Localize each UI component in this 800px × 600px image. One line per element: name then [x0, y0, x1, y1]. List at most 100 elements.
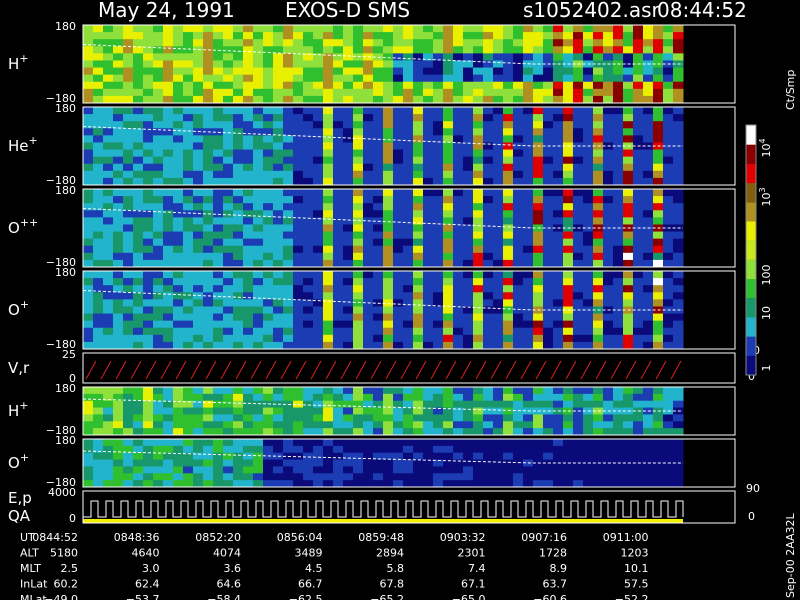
spectrogram-cell [453, 203, 464, 211]
spectrogram-cell [623, 299, 634, 307]
spectrogram-cell [483, 238, 494, 247]
spectrogram-cell [503, 46, 514, 54]
spectrogram-cell [623, 341, 634, 350]
spectrogram-cell [593, 428, 604, 436]
spectrogram-cell [123, 245, 134, 254]
spectrogram-cell [443, 407, 454, 415]
spectrogram-cell [243, 320, 254, 329]
spectrogram-cell [473, 142, 484, 151]
spectrogram-cell [123, 163, 134, 172]
spectrogram-cell [233, 163, 244, 172]
spectrogram-cell [423, 393, 434, 402]
spectrogram-cell [533, 81, 544, 90]
spectrogram-cell [603, 252, 614, 261]
spectrogram-cell [443, 156, 454, 165]
spectrogram-cell [443, 189, 454, 197]
spectrogram-cell [543, 480, 554, 488]
spectrogram-cell [233, 393, 244, 402]
spectrogram-cell [503, 459, 514, 467]
spectrogram-cell [583, 25, 594, 33]
spectrogram-cell [103, 452, 114, 461]
spectrogram-cell [403, 445, 414, 454]
spectrogram-cell [553, 445, 564, 454]
spectrogram-cell [343, 259, 354, 268]
spectrogram-cell [453, 466, 464, 474]
spectrogram-cell [403, 466, 414, 474]
spectrogram-cell [243, 400, 254, 409]
spectrogram-cell [313, 114, 324, 122]
spectrogram-cell [633, 473, 644, 481]
spectrogram-cell [333, 313, 344, 322]
spectrogram-cell [253, 32, 264, 40]
spectrogram-cell [243, 341, 254, 350]
spectrogram-cell [223, 480, 234, 488]
spectrogram-cell [243, 107, 254, 115]
spectrogram-cell [433, 177, 444, 186]
spectrogram-cell [103, 210, 114, 218]
spectrogram-cell [593, 259, 604, 268]
spectrogram-cell [363, 341, 374, 350]
spectrogram-cell [153, 473, 164, 481]
spectrogram-cell [273, 341, 284, 350]
spectrogram-cell [343, 341, 354, 350]
spectrogram-cell [233, 67, 244, 76]
spectrogram-cell [273, 299, 284, 307]
spectrogram-cell [193, 142, 204, 151]
spectrogram-cell [293, 217, 304, 225]
spectrogram-cell [473, 170, 484, 179]
spectrogram-cell [213, 39, 224, 47]
spectrogram-cell [563, 107, 574, 115]
spectrogram-cell [193, 259, 204, 268]
spectrogram-cell [463, 210, 474, 218]
spectrogram-cell [253, 428, 264, 436]
spectrogram-cell [283, 107, 294, 115]
spectrogram-cell [283, 387, 294, 395]
spectrogram-cell [223, 278, 234, 286]
spectrogram-cell [553, 170, 564, 179]
spectrogram-cell [473, 407, 484, 415]
spectrogram-cell [263, 46, 274, 54]
spectrogram-cell [253, 39, 264, 47]
spectrogram-cell [243, 428, 254, 436]
spectrogram-cell [423, 428, 434, 436]
spectrogram-cell [543, 203, 554, 211]
spectrogram-cell [283, 245, 294, 254]
spectrogram-cell [603, 278, 614, 286]
spectrogram-cell [173, 393, 184, 402]
spectrogram-cell [303, 46, 314, 54]
spectrogram-cell [213, 387, 224, 395]
spectrogram-cell [293, 53, 304, 61]
spectrogram-cell [273, 238, 284, 247]
spectrogram-cell [593, 334, 604, 343]
spectrogram-cell [663, 114, 674, 122]
spectrogram-cell [563, 74, 574, 83]
spectrogram-cell [303, 210, 314, 218]
panel-frame [82, 386, 736, 436]
spectrogram-cell [493, 114, 504, 122]
colorbar-segment [746, 221, 756, 241]
spectrogram-cell [663, 387, 674, 395]
spectrogram-cell [303, 414, 314, 422]
spectrogram-cell [543, 238, 554, 247]
spectrogram-cell [333, 177, 344, 186]
spectrogram-cell [563, 203, 574, 211]
spectrogram-cell [213, 421, 224, 429]
spectrogram-cell [423, 271, 434, 279]
spectrogram-cell [433, 88, 444, 97]
spectrogram-cell [603, 74, 614, 83]
spectrogram-cell [663, 428, 674, 436]
spectrogram-cell [383, 107, 394, 115]
spectrogram-cell [343, 107, 354, 115]
spectrogram-cell [303, 480, 314, 488]
spectrogram-cell [513, 252, 524, 261]
spectrogram-cell [243, 313, 254, 322]
spectrogram-cell [603, 299, 614, 307]
spectrogram-cell [313, 428, 324, 436]
spectrogram-cell [223, 445, 234, 454]
spectrogram-cell [563, 400, 574, 409]
spectrogram-cell [563, 299, 574, 307]
spectrogram-cell [473, 400, 484, 409]
spectrogram-cell [603, 320, 614, 329]
spectrogram-cell [93, 414, 104, 422]
